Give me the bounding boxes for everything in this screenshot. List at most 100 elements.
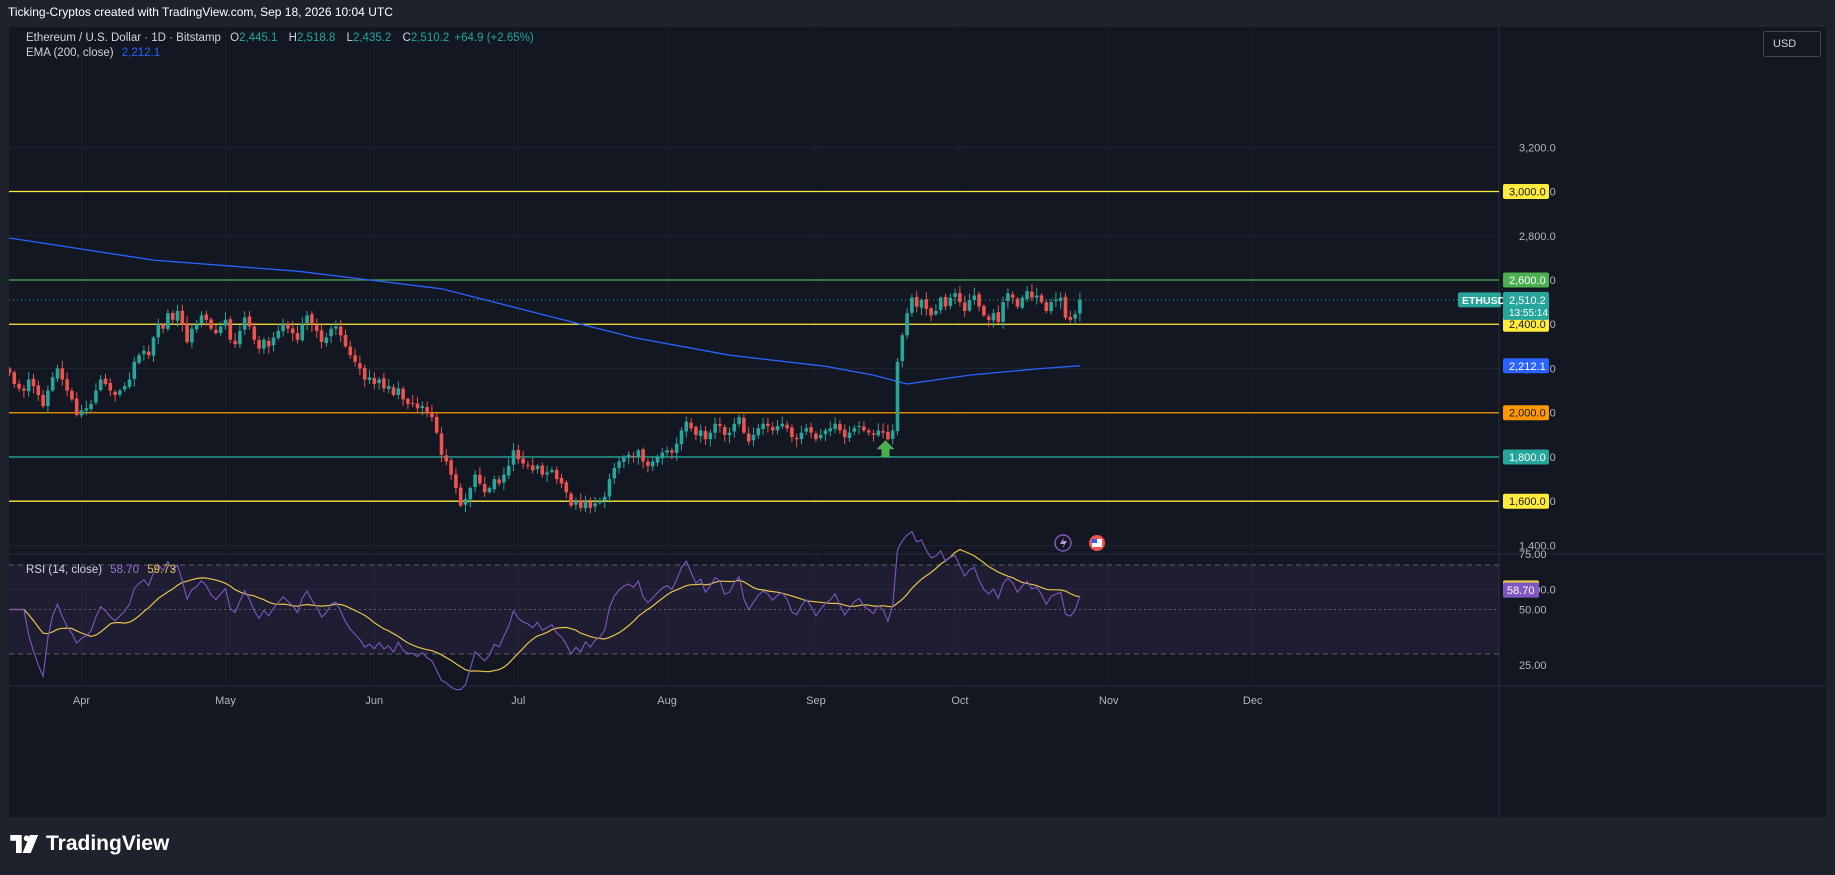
level-tag (1503, 316, 1549, 332)
tradingview-logo-icon (10, 835, 39, 853)
candle-body (295, 333, 300, 340)
candle-body (137, 355, 141, 363)
candle-body (857, 425, 861, 428)
candle-body (487, 487, 492, 493)
candle-body (1054, 299, 1058, 301)
candle-body (454, 474, 458, 488)
candle-body (334, 326, 338, 329)
currency-selector[interactable]: USD (1763, 31, 1821, 57)
candle-body (166, 313, 170, 329)
candle-body (526, 464, 530, 466)
price-tick-label: 2,800.0 (1519, 231, 1556, 243)
candle-body (1034, 295, 1039, 298)
candle-body (641, 449, 645, 462)
candle-body (578, 500, 583, 508)
rsi-tick-label: 25.00 (1519, 660, 1547, 672)
candle-body (574, 501, 578, 505)
candle-body (986, 316, 991, 320)
level-label: 1,600.0 (1509, 496, 1546, 508)
candle-body (401, 388, 405, 400)
candle-body (914, 297, 919, 307)
candle-body (790, 427, 794, 438)
candle-body (190, 328, 194, 343)
time-tick-label: Sep (806, 695, 826, 707)
candle-body (391, 387, 396, 396)
candle-body (439, 433, 444, 455)
candle-body (492, 479, 497, 490)
candle-body (636, 450, 641, 458)
candle-body (516, 449, 521, 460)
level-tag (1503, 449, 1549, 465)
candle-body (358, 363, 362, 369)
candle-body (70, 390, 74, 400)
candle-body (305, 315, 309, 324)
candle-body (281, 324, 285, 332)
candle-body (794, 437, 799, 440)
candle-body (982, 305, 986, 316)
candle-body (55, 368, 60, 379)
time-tick-label: Jul (511, 695, 525, 707)
candle-body (444, 455, 449, 462)
candle-body (468, 487, 473, 500)
candle-body (511, 450, 516, 465)
candle-body (65, 379, 69, 391)
candle-body (967, 299, 972, 311)
candle-body (703, 431, 708, 440)
candle-body (934, 310, 938, 315)
candle-body (252, 326, 257, 340)
candle-body (770, 427, 775, 431)
candle-body (746, 433, 751, 442)
ticker-label: ETHUSD (1462, 295, 1506, 307)
candle-body (674, 443, 679, 453)
candle-body (751, 434, 756, 441)
candle-body (684, 421, 689, 432)
candle-body (84, 408, 89, 411)
candle-body (50, 377, 55, 391)
candle-body (482, 484, 487, 493)
candle-body (871, 433, 876, 435)
tradingview-logo[interactable]: TradingView (10, 832, 169, 856)
candle-body (833, 423, 837, 430)
candle-body (233, 340, 237, 345)
candle-body (425, 407, 429, 413)
candle-body (506, 465, 511, 476)
candle-body (473, 474, 477, 488)
chart-canvas[interactable]: 1,200.01,400.01,600.01,800.02,000.02,200… (9, 27, 1826, 817)
close-value: 2,510.2 (410, 32, 450, 44)
rsi-ma-line (9, 548, 1081, 673)
candle-body (132, 361, 137, 379)
candle-body (972, 295, 977, 300)
candle-body (218, 326, 223, 334)
chart-frame[interactable]: 1,200.01,400.01,600.01,800.02,000.02,200… (9, 27, 1826, 817)
candle-body (1006, 293, 1010, 302)
close-label: C (402, 32, 411, 44)
time-tick-label: Dec (1243, 695, 1263, 707)
candle-body (1010, 294, 1015, 298)
candle-body (564, 482, 569, 493)
candle-body (103, 378, 108, 384)
rsi-value: 58.70 (110, 564, 140, 576)
candle-body (602, 496, 607, 501)
candle-body (650, 461, 655, 467)
candle-body (329, 328, 333, 337)
rsi-tick-label: 75.00 (1519, 549, 1547, 561)
candle-body (847, 432, 852, 439)
candle-body (905, 313, 909, 336)
candle-body (108, 383, 113, 391)
rsi-label: RSI (14, close) (26, 564, 103, 576)
rsi-tag (1503, 582, 1539, 598)
candle-body (977, 294, 981, 307)
candle-body (449, 460, 453, 475)
candle-body (46, 390, 50, 407)
candle-body (118, 390, 122, 395)
low-label: L (346, 32, 353, 44)
candle-body (756, 428, 761, 436)
candle-body (550, 470, 554, 473)
candle-body (348, 346, 353, 356)
candle-body (660, 452, 665, 459)
candle-body (583, 501, 588, 509)
candle-body (646, 461, 650, 466)
candle-body (569, 493, 573, 506)
candle-body (1078, 299, 1082, 314)
candle-body (626, 454, 631, 458)
